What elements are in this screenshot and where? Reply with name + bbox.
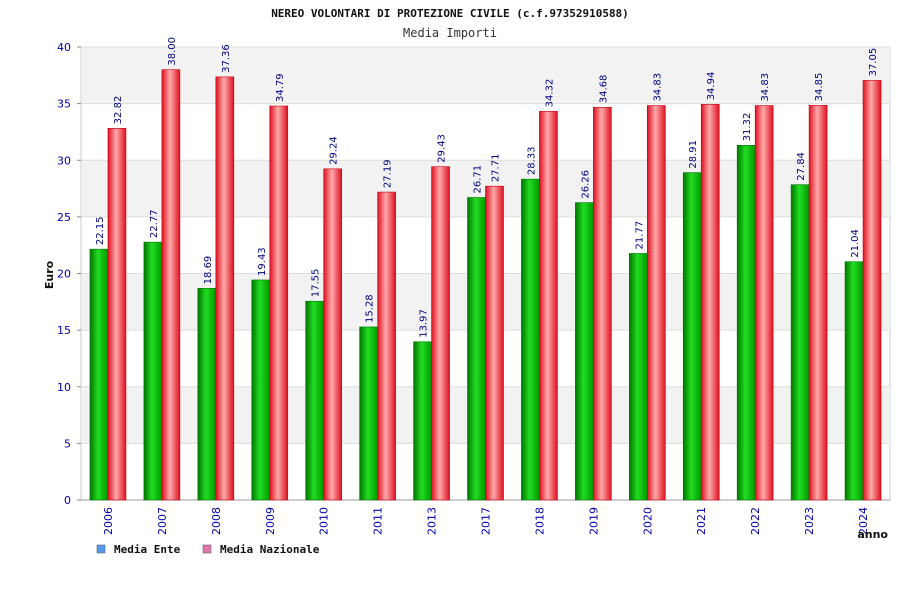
bar-media-ente xyxy=(413,341,432,501)
bar-media-nazionale xyxy=(323,168,343,501)
bar-value-label: 38.00 xyxy=(167,37,178,66)
legend-label: Media Nazionale xyxy=(220,543,320,556)
bar-media-ente xyxy=(844,261,864,501)
bar-value-label: 31.32 xyxy=(742,113,753,142)
x-tick-label: 2021 xyxy=(695,507,708,535)
y-axis-ticks: 0 5 10 15 20 25 30 35 40 xyxy=(57,41,81,507)
bar-value-label: 32.82 xyxy=(113,96,124,125)
bar-value-label: 26.71 xyxy=(473,165,484,194)
bar-media-ente xyxy=(628,253,648,501)
bar-value-label: 22.77 xyxy=(149,209,160,238)
bar-media-nazionale xyxy=(431,166,450,501)
bar-value-label: 21.04 xyxy=(850,229,861,258)
x-tick-label: 2006 xyxy=(102,507,115,535)
x-tick-label: 2013 xyxy=(426,507,439,535)
bar-media-ente xyxy=(575,202,594,501)
bar-media-ente xyxy=(467,197,486,501)
x-tick-label: 2024 xyxy=(857,507,870,535)
legend: Media Ente Media Nazionale xyxy=(96,543,320,556)
bar-value-label: 29.24 xyxy=(329,136,340,165)
legend-swatch xyxy=(96,544,106,554)
bar-value-label: 29.43 xyxy=(437,134,448,163)
bar-media-nazionale xyxy=(161,69,181,501)
y-tick-label: 10 xyxy=(57,381,71,394)
x-tick-label: 2011 xyxy=(372,507,385,535)
bar-value-label: 34.83 xyxy=(760,73,771,102)
bar-value-label: 34.32 xyxy=(544,79,555,108)
bar-media-ente xyxy=(521,178,540,501)
bar-value-label: 28.91 xyxy=(688,140,699,169)
x-tick-label: 2019 xyxy=(587,507,600,535)
bar-value-label: 17.55 xyxy=(311,269,322,298)
x-tick-label: 2009 xyxy=(264,507,277,535)
x-tick-label: 2010 xyxy=(318,507,331,535)
y-tick-label: 15 xyxy=(57,324,71,337)
bar-value-label: 34.79 xyxy=(275,73,286,102)
bar-value-label: 21.77 xyxy=(634,221,645,250)
bar-media-ente xyxy=(790,184,810,501)
bar-media-nazionale xyxy=(700,104,720,501)
legend-swatch xyxy=(202,544,212,554)
bar-media-nazionale xyxy=(862,80,882,501)
value-labels: 22.15 32.82 22.77 38.00 18.69 37.36 19.43 34.79… xyxy=(95,37,879,338)
x-tick-label: 2017 xyxy=(480,507,493,535)
bar-value-label: 18.69 xyxy=(203,256,214,285)
bar-media-nazionale xyxy=(269,105,289,501)
bar-value-label: 19.43 xyxy=(257,247,268,276)
y-tick-label: 20 xyxy=(57,268,71,281)
x-axis-label: anno xyxy=(857,528,888,541)
bar-value-label: 34.85 xyxy=(814,73,825,102)
bar-media-nazionale xyxy=(754,105,774,501)
x-tick-label: 2020 xyxy=(641,507,654,535)
bars xyxy=(89,69,882,501)
bar-value-label: 27.19 xyxy=(383,159,394,188)
bar-media-ente xyxy=(359,326,378,501)
bar-value-label: 37.05 xyxy=(868,48,879,77)
bar-value-label: 27.71 xyxy=(491,154,502,183)
bar-media-nazionale xyxy=(539,111,558,501)
bar-media-nazionale xyxy=(808,105,828,501)
x-tick-label: 2007 xyxy=(156,507,169,535)
bar-media-ente xyxy=(682,172,702,501)
bar-media-nazionale xyxy=(377,191,396,501)
bar-value-label: 37.36 xyxy=(221,44,232,73)
y-tick-label: 25 xyxy=(57,211,71,224)
bar-media-ente xyxy=(89,248,109,501)
y-tick-label: 30 xyxy=(57,154,71,167)
bar-media-ente xyxy=(143,241,163,501)
bar-value-label: 22.15 xyxy=(95,217,106,246)
chart-subtitle: Media Importi xyxy=(403,26,497,40)
y-axis-label: Euro xyxy=(43,260,56,289)
bar-media-ente xyxy=(197,288,217,501)
y-tick-label: 0 xyxy=(64,494,71,507)
bar-media-ente xyxy=(251,279,271,501)
bar-media-nazionale xyxy=(593,106,612,501)
bar-value-label: 34.68 xyxy=(598,75,609,104)
bar-value-label: 13.97 xyxy=(419,309,430,338)
bar-media-nazionale xyxy=(485,185,504,501)
y-tick-label: 40 xyxy=(57,41,71,54)
chart-title: NEREO VOLONTARI DI PROTEZIONE CIVILE (c.… xyxy=(271,7,629,20)
x-tick-label: 2018 xyxy=(533,507,546,535)
bar-media-nazionale xyxy=(107,128,127,501)
legend-label: Media Ente xyxy=(114,543,181,556)
x-tick-label: 2022 xyxy=(749,507,762,535)
bar-value-label: 27.84 xyxy=(796,152,807,181)
bar-value-label: 34.94 xyxy=(706,72,717,101)
x-tick-label: 2023 xyxy=(803,507,816,535)
bar-value-label: 34.83 xyxy=(652,73,663,102)
bar-value-label: 28.33 xyxy=(526,147,537,176)
bar-media-nazionale xyxy=(215,76,235,501)
x-axis-ticks: 2006 2007 2008 2009 2010 2011 2013 2017 2018 2019… xyxy=(102,507,870,535)
bar-value-label: 15.28 xyxy=(365,294,376,323)
y-tick-label: 5 xyxy=(64,437,71,450)
x-tick-label: 2008 xyxy=(210,507,223,535)
bar-media-nazionale xyxy=(646,105,666,501)
bar-value-label: 26.26 xyxy=(580,170,591,199)
y-tick-label: 35 xyxy=(57,98,71,111)
bar-media-ente xyxy=(736,145,756,501)
bar-media-ente xyxy=(305,300,325,501)
